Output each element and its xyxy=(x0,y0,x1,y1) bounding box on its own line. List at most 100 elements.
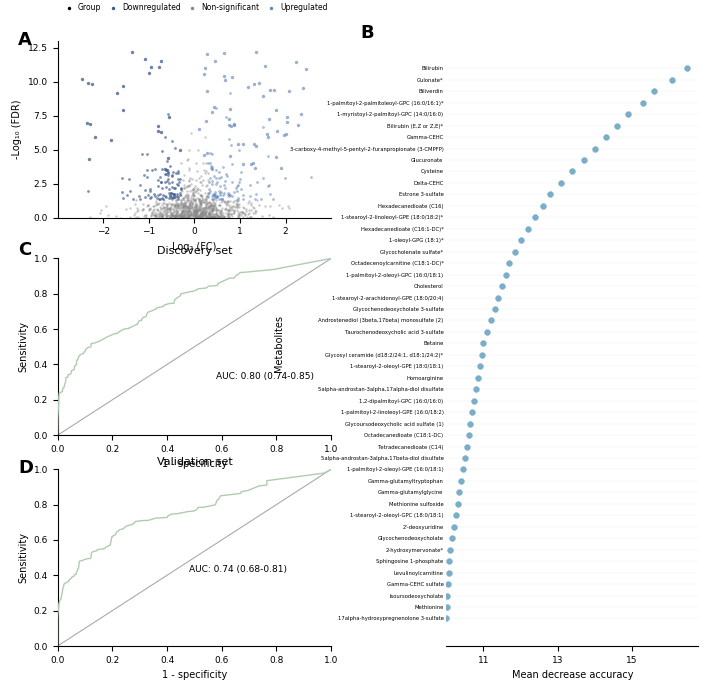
Point xyxy=(159,169,171,180)
Point xyxy=(156,126,167,137)
Point xyxy=(222,205,234,216)
Point xyxy=(161,206,173,217)
Point xyxy=(199,207,211,218)
Point xyxy=(166,207,177,218)
Point xyxy=(211,190,222,201)
Point xyxy=(218,195,230,206)
Point xyxy=(182,202,194,213)
Point xyxy=(243,82,254,92)
Point xyxy=(209,202,220,213)
Point xyxy=(211,209,222,220)
Point xyxy=(201,179,212,190)
Point xyxy=(262,151,274,162)
Point xyxy=(451,498,463,509)
Point xyxy=(196,209,207,220)
Point xyxy=(235,184,247,194)
Point xyxy=(165,203,176,214)
Point xyxy=(195,195,207,206)
Point xyxy=(198,197,210,208)
Point xyxy=(166,209,177,220)
Point xyxy=(164,211,176,222)
Point xyxy=(156,163,168,174)
Point xyxy=(150,210,161,221)
Point xyxy=(194,205,205,216)
Point xyxy=(202,158,214,169)
Point xyxy=(191,207,202,218)
Point xyxy=(189,206,200,217)
Point xyxy=(177,193,189,204)
Point xyxy=(163,203,175,214)
Point xyxy=(182,206,194,217)
Point xyxy=(169,209,181,220)
Point xyxy=(166,199,178,209)
Point xyxy=(185,196,197,207)
Point xyxy=(181,198,192,209)
Point xyxy=(202,211,214,222)
Point xyxy=(111,87,122,98)
Point xyxy=(181,192,192,203)
Point xyxy=(144,203,156,214)
Point xyxy=(153,193,165,204)
Point xyxy=(274,200,285,211)
Point xyxy=(161,204,173,215)
Point xyxy=(210,202,221,213)
Point xyxy=(207,211,218,222)
Point xyxy=(132,212,143,223)
Point xyxy=(194,201,205,212)
Point xyxy=(223,205,235,216)
Point xyxy=(168,183,179,194)
Point xyxy=(210,102,221,113)
Point xyxy=(188,206,199,217)
Point xyxy=(158,198,169,209)
Point xyxy=(165,192,176,203)
Point xyxy=(171,205,183,216)
Point xyxy=(210,211,221,222)
Point xyxy=(251,176,263,187)
Point xyxy=(157,193,168,204)
Point xyxy=(171,211,183,222)
Text: AUC: 0.80 (0.74-0.85): AUC: 0.80 (0.74-0.85) xyxy=(216,372,315,381)
Point xyxy=(171,202,182,213)
Point xyxy=(183,202,194,213)
Point xyxy=(195,197,207,207)
Point xyxy=(153,207,165,218)
Point xyxy=(196,206,207,217)
Point xyxy=(234,208,246,219)
Point xyxy=(185,203,197,214)
Point xyxy=(170,211,181,222)
Point xyxy=(181,186,192,197)
Point xyxy=(152,180,163,191)
Point xyxy=(195,190,207,201)
Point xyxy=(139,209,150,220)
X-axis label: 1 - specificity: 1 - specificity xyxy=(162,460,227,469)
Point xyxy=(204,186,215,197)
Point xyxy=(231,186,243,197)
Point xyxy=(206,203,217,214)
Point xyxy=(197,212,209,223)
Point xyxy=(197,203,208,214)
Point xyxy=(464,418,476,429)
Point xyxy=(208,189,220,200)
Point xyxy=(152,190,163,201)
Point xyxy=(234,206,246,217)
Point xyxy=(238,202,249,213)
Point xyxy=(186,201,197,211)
Point xyxy=(197,206,208,217)
Point xyxy=(205,204,217,215)
Point xyxy=(193,211,204,222)
Point xyxy=(149,190,161,201)
Point xyxy=(199,207,211,218)
Point xyxy=(122,189,133,200)
Point xyxy=(208,190,220,201)
Point xyxy=(283,86,294,97)
Point xyxy=(161,205,173,216)
Point xyxy=(120,203,132,214)
Point xyxy=(204,148,216,158)
Point xyxy=(195,211,207,222)
Point xyxy=(171,210,183,221)
Point xyxy=(224,211,235,222)
Point xyxy=(213,193,225,204)
Point xyxy=(485,315,497,326)
Point xyxy=(175,210,186,221)
Point xyxy=(207,196,219,207)
